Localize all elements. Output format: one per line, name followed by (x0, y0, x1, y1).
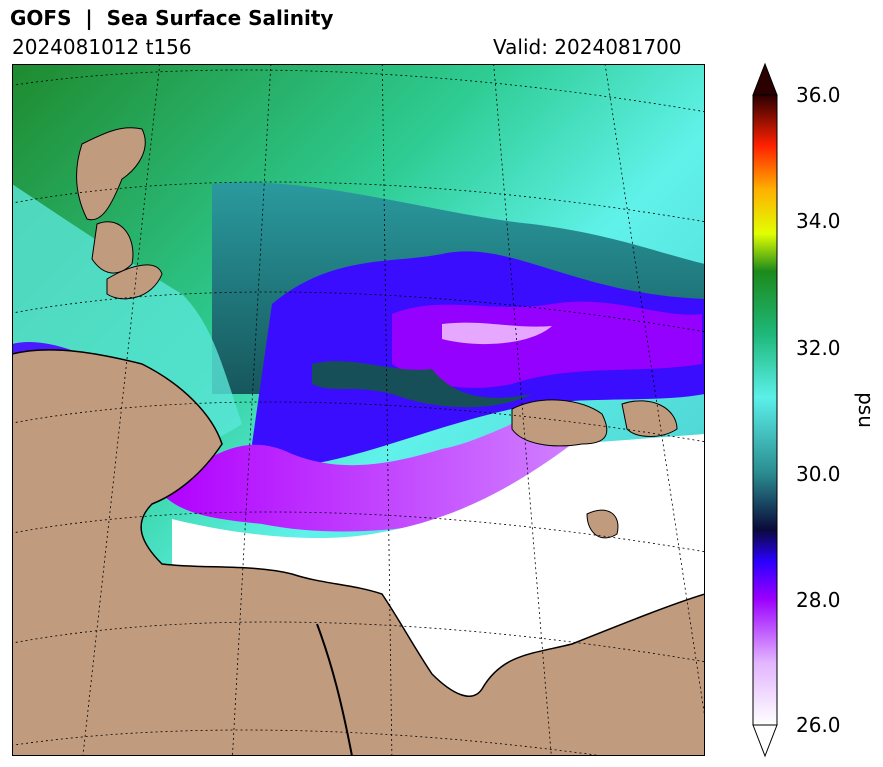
coastal-purple (162, 404, 572, 532)
colorbar (752, 62, 778, 758)
land-archipelago-mid (91, 221, 134, 274)
colorbar-scale (752, 94, 778, 726)
teal-filament (312, 361, 532, 408)
colorbar-tick-label: 34.0 (796, 209, 841, 233)
colorbar-tick-label: 36.0 (796, 83, 841, 107)
land-archipelago-south (106, 264, 163, 300)
colorbar-tick-label: 28.0 (796, 588, 841, 612)
colorbar-bottom-extension (752, 724, 778, 758)
salinity-map (12, 64, 705, 756)
map-title: GOFS | Sea Surface Salinity (10, 6, 334, 30)
run-label: 2024081012 t156 (12, 35, 192, 59)
colorbar-tick-label: 26.0 (796, 713, 841, 737)
valid-time-label: Valid: 2024081700 (493, 35, 682, 59)
colorbar-tick-label: 30.0 (796, 462, 841, 486)
land-island-east (511, 399, 608, 447)
land-island-east2 (621, 400, 678, 437)
land-archipelago-top (76, 127, 146, 221)
colorbar-unit-label: psu (853, 392, 878, 428)
low-salinity-zone (172, 434, 705, 704)
river-line (316, 623, 353, 756)
graticule (12, 64, 705, 756)
purple-core-light (442, 322, 552, 345)
colorbar-top-extension (752, 62, 778, 96)
land-mainland (12, 349, 705, 756)
colorbar-tick-label: 32.0 (796, 336, 841, 360)
land-island-small (586, 509, 619, 539)
